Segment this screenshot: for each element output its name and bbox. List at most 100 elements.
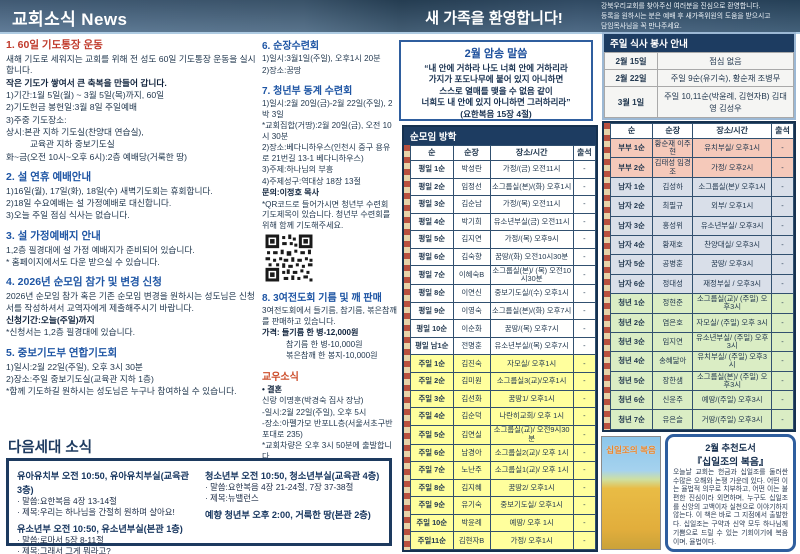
cell-attendance: -: [572, 284, 596, 303]
text-line: · 제목:그래서 그게 뭐라고?: [17, 545, 111, 554]
memory-verse-box: 2월 암송 말씀 “내 안에 거하라 나도 너희 안에 거하리라 가지가 포도나무…: [399, 40, 593, 121]
cell-place: 가정/ 오후1시: [489, 531, 574, 550]
text-line: 화~금(오전 10시~오후 6시):2층 예배당(거룩한 땅): [6, 151, 187, 162]
cell-attendance: -: [572, 212, 596, 232]
group-table-title: 순모임 방학: [404, 127, 596, 145]
meal-detail-cell: 점심 없음: [657, 51, 794, 71]
text-line: 신청기간:오늘(주일)까지: [6, 315, 95, 325]
cell-place: 중보기도실/ 오후1시: [489, 496, 574, 515]
cell-attendance: -: [572, 389, 596, 409]
cell-soon: 주일 10순: [410, 513, 454, 533]
next-gen-group-heading: 유아유치부 오전 10:50, 유아유치부실(교육관 3층): [17, 471, 190, 495]
cell-place: 자모실/ 오후1시: [489, 354, 574, 373]
table-row: 주일 4순 김순덕 나란히교회/ 오후 1시 -: [410, 407, 596, 426]
cell-leader: 송혜닮아: [652, 351, 694, 372]
cell-place: 소그룹실3(교)/오후1시: [489, 371, 574, 391]
cell-leader: 황재호: [652, 234, 694, 256]
section-body: • 결혼 신랑 이명훈(박경숙 집사 장남) -일시:2월 22일(주일), 오후 …: [262, 385, 397, 463]
cell-attendance: -: [771, 331, 794, 353]
cell-place: 나란히교회/ 오후 1시: [489, 407, 574, 426]
cell-soon: 남자 6순: [609, 273, 654, 295]
cell-soon: 평일 3순: [410, 195, 454, 214]
cell-soon: 남자 4순: [609, 234, 654, 256]
cell-leader: 김성하: [652, 176, 694, 198]
cell-soon: 청년 7순: [609, 409, 654, 430]
next-gen-title: 다음세대 소식: [8, 440, 93, 456]
cell-place: 유치부실/ 오후1시: [692, 137, 773, 159]
text-line: 참기름 한 병-10,000원: [286, 339, 363, 349]
section-body: 1)일시:2월 20일(금)-2월 22일(주일), 2박 3일 *교회집합(거땅…: [262, 99, 397, 231]
left-column: 1. 60일 기도통장 운동 새해 기도로 세워지는 교회를 위해 전 성도 6…: [6, 37, 258, 404]
cell-place: 예땅/ 오후 1시: [489, 513, 574, 533]
cell-leader: 이순화: [452, 319, 491, 338]
group-schedule-table-weekday: 순모임 방학 순 순장 장소/시간 출석 평일 1순: [402, 125, 598, 552]
col-header-place: 장소/시간: [692, 123, 773, 139]
text-line: -장소:아펠가모 반포LL층(서울서초구반포대로 235): [262, 419, 393, 439]
welcome-note: 강북우리교회를 찾아주신 여러분을 진심으로 환영합니다. 등록을 원하시는 분은…: [601, 2, 798, 32]
table-row: 주일11순 김현자B 가정/ 오후1시 -: [410, 531, 596, 550]
text-line: 문의:이정호 목사: [262, 188, 320, 198]
cell-attendance: -: [771, 409, 794, 430]
text-line: *함께 기도하길 원하시는 성도님은 누구나 참여하실 수 있습니다.: [6, 386, 237, 397]
text-line: *교회차량은 오후 3시 50분에 출발합니다.: [262, 441, 392, 461]
cell-attendance: -: [572, 461, 596, 480]
cell-place: 꿈땅/ 오후3시: [692, 254, 773, 275]
next-gen-group: 예향 청년부 오후 2:00, 거룩한 땅(본관 2층): [205, 507, 381, 521]
cell-place: 외부/ 오후1시: [692, 196, 773, 217]
cell-leader: 임정선: [452, 177, 491, 197]
table-row: 청년 5순 장한샘 소그룹실(본)/ (주일) 오후3시 -: [609, 370, 794, 392]
next-gen-group-heading: 예향 청년부 오후 2:00, 거룩한 땅(본관 2층): [205, 509, 371, 520]
table-row: 주일 10순 박윤례 예땅/ 오후 1시 -: [410, 513, 596, 533]
book-recommendation-box: 2월 추천도서 『십일조의 복음』 오늘날 교회는 헌금과 십일조를 둘러싼 수…: [665, 434, 796, 552]
cell-leader: 김선화: [452, 389, 491, 409]
table-row: 2월 22일 주일 9순(유기숙), 황순재 조병무: [604, 69, 794, 88]
verse-line: (요한복음 15장 4절): [460, 108, 532, 119]
cell-soon: 평일 남1순: [410, 336, 454, 356]
table-row: 3월 1일 주일 10,11순(박윤례, 김현자B) 김대영 김성우: [604, 86, 794, 118]
table-row: 남자 1순 김성하 소그룹실(본)/ 오후1시 -: [609, 176, 794, 198]
cell-leader: 유은슬: [652, 409, 694, 430]
cell-attendance: -: [771, 312, 794, 333]
cell-leader: 이연신: [452, 284, 491, 303]
text-line: · 제목:뉴밸런스: [205, 492, 259, 503]
cell-attendance: -: [572, 424, 596, 445]
meal-date-cell: 2월 15일: [604, 51, 658, 71]
cell-place: 예땅/(주일) 오후3시: [692, 390, 773, 411]
col-header-leader: 순장: [652, 123, 694, 139]
table-row: 청년 7순 유은슬 거땅/(주일) 오후3시 -: [609, 409, 794, 430]
text-line: 상시:본관 지하 기도실(찬양대 연습실),: [6, 126, 144, 137]
cell-place: 유소년부실/ (주일) 오후3시: [692, 331, 773, 353]
top-banner: 교회소식 News 새 가족을 환영합니다! 강북우리교회를 찾아주신 여러분을…: [0, 0, 800, 32]
cell-attendance: -: [771, 137, 794, 159]
cell-soon: 남자 2순: [609, 196, 654, 217]
table-row: 남자 4순 황재호 찬양대실/ 오후3시 -: [609, 234, 794, 256]
cell-place: 가정/(목) 오후9시: [489, 230, 574, 249]
cell-place: 소그룹실(교)/ 오전9시30분: [489, 424, 574, 445]
cell-leader: 김연실: [452, 424, 491, 445]
cell-place: 유소년부실(금) 오전11시: [489, 212, 574, 232]
text-line: 1)일시:3월1일(주일), 오후1시 20분: [262, 54, 381, 63]
table-row: 평일 3순 김순남 가정/(목) 오전11시 -: [410, 195, 596, 214]
cell-soon: 청년 3순: [609, 331, 654, 353]
section-intercession-meeting: 5. 중보기도부 연합기도회 1)일시:2월 22일(주일), 오후 3시 30…: [6, 345, 258, 398]
section-leaders-retreat: 6. 순장수련회 1)일시:3월1일(주일), 오후1시 20분 2)장소:꿈땅: [262, 37, 397, 76]
table-row: 부부 1순 황순재 이주현 유치부실/ 오후1시 -: [609, 137, 794, 159]
cell-place: 중보기도실/(수) 오후1시: [489, 284, 574, 303]
text-line: 1)16일(월), 17일(화), 18일(수) 새벽기도회는 휴회합니다.: [6, 185, 213, 196]
next-gen-group: 청소년부 오전 10:50, 청소년부실(교육관 4층) · 말씀:요한복음 4…: [205, 468, 381, 504]
section-body: 3여전도회에서 들기름, 참기름, 볶은참깨를 판매하고 있습니다. 가격: 들기…: [262, 306, 397, 362]
table-row: 주일 8순 김지혜 꿈땅2/ 오후1시 -: [410, 478, 596, 498]
section-body: 1)일시:2월 22일(주일), 오후 3시 30분 2)장소:주일 중보기도실(…: [6, 362, 258, 398]
book-cover-image: 십일조의 복음: [601, 436, 661, 550]
cell-attendance: -: [572, 247, 596, 267]
next-gen-group-heading: 청소년부 오전 10:50, 청소년부실(교육관 4층): [205, 471, 380, 481]
cell-soon: 주일 3순: [410, 389, 454, 409]
text-line: *신청서는 1,2층 필경대에 있습니다.: [6, 327, 136, 338]
meal-table-title: 주일 식사 봉사 안내: [604, 34, 794, 52]
cell-soon: 평일 2순: [410, 177, 454, 197]
table-row: 부부 2순 김태성 임경조 가정/ 오후2시 -: [609, 157, 794, 178]
section-heading: 6. 순장수련회: [262, 41, 320, 52]
cell-leader: 김미원: [452, 371, 491, 391]
cell-attendance: -: [572, 160, 596, 179]
text-line: 가격: 들기름 한 병-12,000원: [262, 328, 359, 338]
